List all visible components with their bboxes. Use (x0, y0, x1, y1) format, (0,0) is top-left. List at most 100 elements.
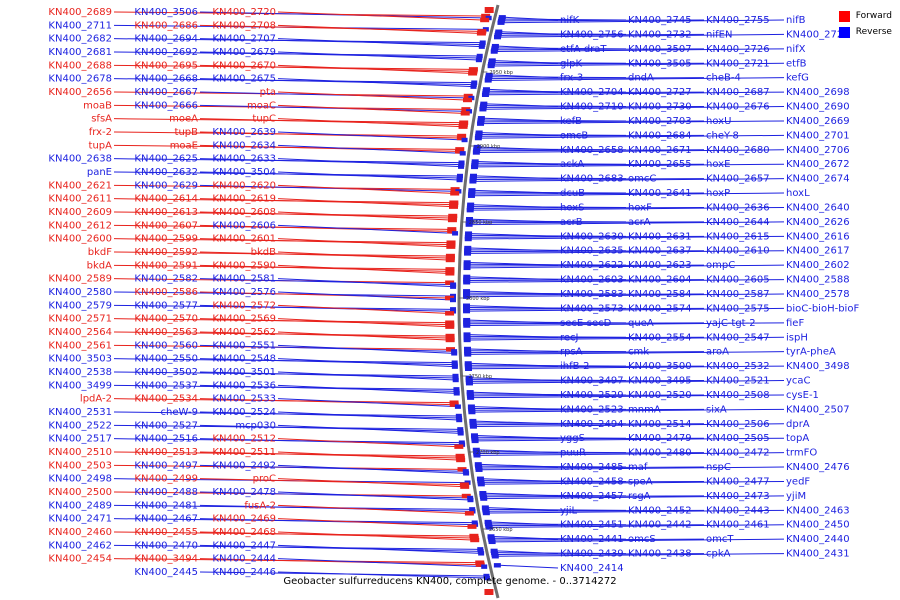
forward-gene-mark (460, 111, 470, 116)
leader-line (474, 408, 785, 413)
leader-line (199, 278, 454, 286)
leader-line (469, 307, 627, 309)
leader-line (277, 91, 466, 101)
reverse-gene-mark (465, 366, 473, 372)
forward-gene-mark (445, 324, 455, 329)
gene-label: KN400_2506 (706, 419, 770, 430)
reverse-gene-mark (468, 409, 476, 415)
forward-gene-mark (445, 257, 455, 263)
gene-label: KN400_2446 (212, 567, 276, 578)
reverse-gene-mark (471, 164, 479, 170)
gene-label: hoxP (706, 188, 730, 199)
gene-label: KN400_2682 (48, 34, 112, 45)
leader-line (478, 149, 785, 153)
leader-line (477, 436, 627, 439)
gene-label: nifK (560, 15, 580, 26)
gene-label: KN400_2572 (212, 300, 276, 311)
leader-line (199, 158, 462, 166)
reverse-gene-mark (473, 453, 481, 458)
leader-line (490, 523, 627, 526)
leader-line (277, 11, 483, 21)
gene-label: ispH (786, 332, 808, 343)
reverse-gene-mark (467, 193, 475, 198)
gene-label: proC (253, 474, 276, 485)
leader-line (199, 64, 471, 72)
gene-label: KN400_2720 (212, 7, 276, 18)
gene-label: KN400_3505 (628, 58, 692, 69)
gene-label: omcB (560, 130, 588, 141)
gene-label: queA (628, 318, 654, 329)
gene-label: hoxS (560, 202, 584, 213)
gene-labels: KN400_2689 KN400_3506 KN400_2720 KN400_2711… (48, 7, 859, 578)
leader-line (469, 264, 705, 267)
gene-label: KN400_2703 (628, 116, 692, 127)
gene-label: glpK (560, 58, 582, 69)
leader-line (470, 235, 705, 238)
leader-line (199, 211, 451, 219)
gene-label: rpsA (560, 347, 583, 358)
reverse-gene-mark (470, 84, 477, 89)
gene-label: KN400_2669 (786, 116, 850, 127)
leader-line (469, 321, 627, 324)
reverse-gene-mark (488, 539, 496, 545)
gene-label: KN400_2480 (628, 448, 692, 459)
reverse-gene-mark (463, 323, 471, 328)
leader-line (199, 24, 480, 32)
gene-label: KN400_2644 (706, 217, 770, 228)
gene-label: nifX (786, 44, 806, 55)
gene-label: KN400_2523 (560, 404, 624, 415)
gene-label: dndA (628, 73, 654, 84)
leader-line (475, 423, 705, 426)
leader-line (481, 134, 705, 137)
forward-gene-mark (470, 537, 480, 543)
gene-label: KN400_2550 (134, 354, 198, 365)
gene-label: KN400_2537 (134, 380, 198, 391)
gene-label: KN400_2601 (212, 234, 276, 245)
leader-line (199, 411, 460, 419)
leader-line (199, 438, 463, 446)
gene-label: KN400_2573 (560, 303, 624, 314)
leader-line (500, 33, 785, 38)
leader-line (470, 351, 785, 355)
leader-line (471, 380, 705, 382)
gene-label: tupC (252, 114, 276, 125)
reverse-gene-mark (478, 551, 485, 556)
gene-label: KN400_2690 (786, 102, 850, 113)
leader-line (469, 264, 785, 269)
gene-label: KN400_2517 (48, 434, 112, 445)
gene-label: KN400_2625 (134, 154, 198, 165)
gene-label: pta (260, 87, 276, 98)
gene-label: KN400_2701 (786, 130, 850, 141)
forward-gene-mark (446, 347, 456, 352)
leader-line (469, 307, 705, 310)
leader-line (471, 379, 627, 382)
gene-label: KN400_2578 (786, 289, 850, 300)
gene-label: KN400_2609 (48, 207, 112, 218)
leader-line (277, 464, 467, 474)
gene-label: tupA (89, 140, 113, 151)
leader-line (477, 162, 627, 165)
gene-label: KN400_3497 (560, 376, 624, 387)
gene-label: cysE-1 (786, 390, 819, 401)
gene-label: KN400_2531 (48, 407, 112, 418)
gene-label: acrA (628, 217, 651, 228)
reverse-gene-mark (477, 481, 485, 487)
gene-label: KN400_2476 (786, 462, 850, 473)
forward-gene-mark (480, 17, 490, 23)
reverse-gene-mark (497, 20, 505, 25)
gene-label: puuR (560, 448, 586, 459)
gene-label: KN400_2670 (212, 60, 276, 71)
gene-label: KN400_2513 (134, 447, 198, 458)
forward-gene-mark (461, 493, 471, 499)
forward-gene-mark (445, 280, 455, 285)
gene-label: kefB (560, 116, 582, 127)
gene-label: KN400_2667 (134, 87, 198, 98)
gene-label: KN400_2641 (628, 188, 692, 199)
leader-line (277, 331, 448, 341)
forward-gene-mark (463, 97, 473, 103)
leader-line (494, 538, 785, 543)
gene-label: KN400_2479 (628, 433, 692, 444)
leader-line (486, 495, 785, 500)
leader-line (483, 120, 705, 123)
